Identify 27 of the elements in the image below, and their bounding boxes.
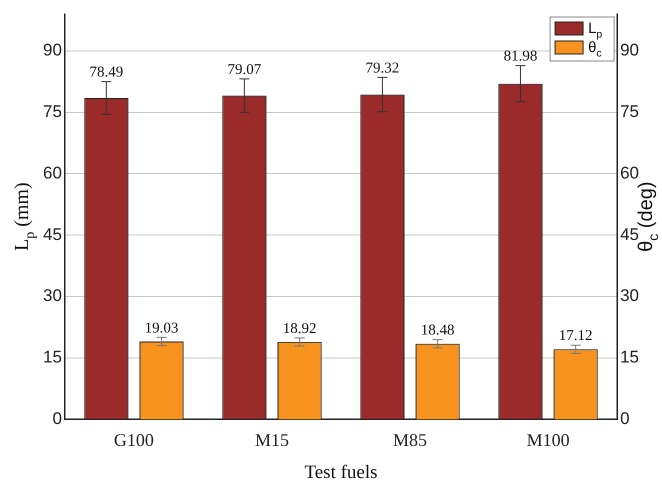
- y-tick-label: 0: [52, 409, 62, 428]
- x-tick-label: M85: [393, 430, 428, 450]
- data-label: 18.92: [282, 320, 316, 337]
- y2-tick-label: 90: [620, 40, 640, 60]
- data-label: 18.48: [420, 322, 455, 339]
- data-label: 19.03: [144, 320, 178, 336]
- x-tick-label: M100: [526, 430, 570, 450]
- y-tick-label: 90: [42, 40, 62, 60]
- y-tick-label: 75: [42, 102, 62, 121]
- y-tick-label: 30: [42, 286, 62, 306]
- y-axis-title: Lp (mm): [11, 182, 38, 252]
- y2-tick-label: 0: [620, 409, 630, 428]
- data-label: 17.12: [558, 328, 593, 344]
- data-label: 81.98: [504, 48, 538, 65]
- y-tick-label: 45: [42, 224, 62, 244]
- y2-tick-label: 15: [620, 348, 640, 367]
- y2-tick-label: 75: [620, 102, 640, 121]
- x-axis-title: Test fuels: [304, 462, 378, 483]
- y2-tick-label: 30: [620, 286, 640, 306]
- y-tick-label: 60: [42, 163, 62, 182]
- y2-tick-label: 60: [620, 163, 640, 182]
- x-tick-label: M15: [254, 430, 289, 450]
- data-label: 79.07: [227, 62, 262, 78]
- data-label: 78.49: [89, 64, 124, 81]
- data-label: 79.32: [366, 60, 400, 76]
- x-tick-label: G100: [114, 430, 154, 450]
- y-tick-label: 15: [42, 348, 62, 367]
